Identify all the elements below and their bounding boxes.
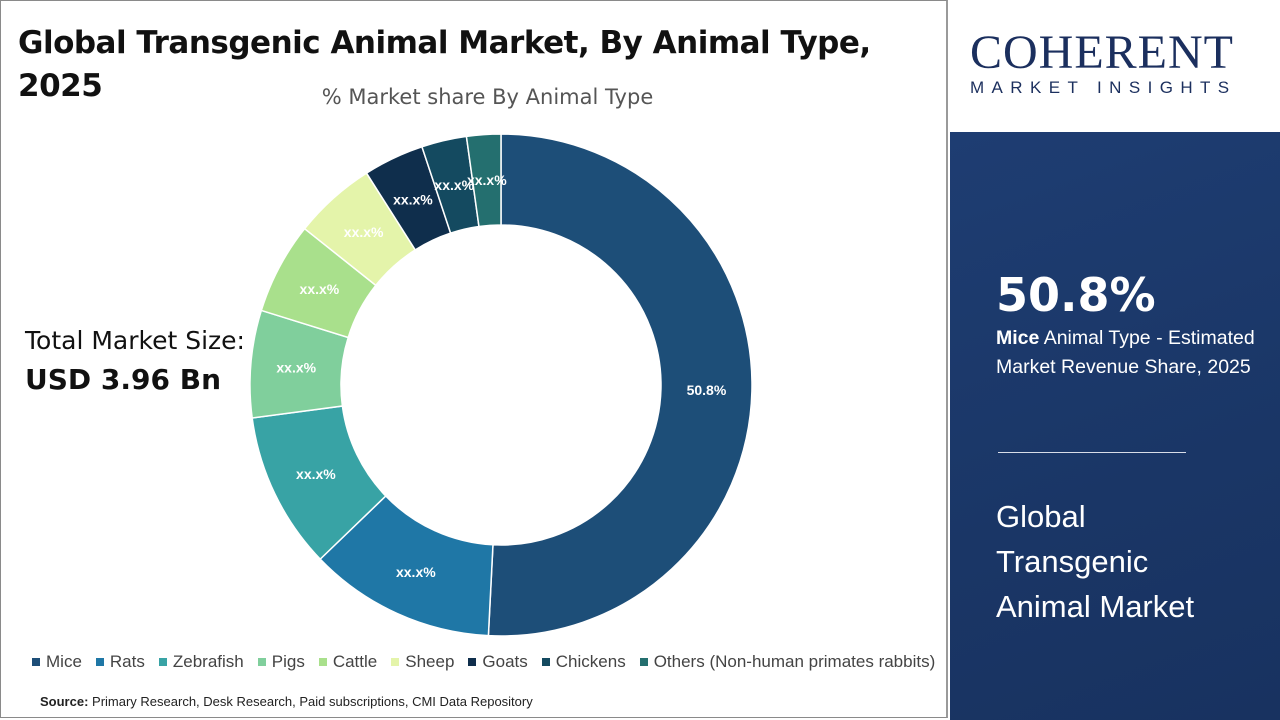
donut-slice-mice — [487, 133, 753, 637]
legend-label: Pigs — [271, 652, 305, 671]
legend-swatch — [541, 658, 550, 666]
legend-swatch — [32, 658, 40, 666]
legend-swatch — [391, 658, 400, 666]
source-text: Primary Research, Desk Research, Paid su… — [88, 694, 533, 709]
data-label: 50.8% — [687, 382, 727, 398]
highlight-text: Animal Type - Estimated Market Revenue S… — [996, 327, 1255, 378]
legend-item: Pigs — [257, 652, 305, 672]
data-label: xx.x% — [300, 281, 340, 297]
legend-item: Others (Non-human primates rabbits) — [639, 652, 936, 672]
legend-item: Mice — [32, 652, 82, 672]
legend-item: Chickens — [541, 652, 626, 672]
source-note: Source: Primary Research, Desk Research,… — [40, 694, 533, 709]
highlight-segment: Mice — [996, 327, 1040, 349]
legend-label: Others (Non-human primates rabbits) — [653, 652, 936, 671]
chart-legend: Mice Rats Zebrafish Pigs Cattle Sheep Goats Chi… — [32, 652, 935, 672]
market-name: Global Transgenic Animal Market — [996, 499, 1195, 624]
legend-swatch — [95, 658, 104, 666]
chart-frame — [0, 0, 948, 718]
company-logo: COHERENT MARKET INSIGHTS — [950, 0, 1280, 130]
legend-label: Chickens — [555, 652, 626, 671]
legend-label: Goats — [482, 652, 528, 671]
data-label: xx.x% — [276, 360, 316, 376]
legend-item: Zebrafish — [158, 652, 244, 672]
highlight-description: Mice Animal Type - Estimated Market Reve… — [996, 324, 1256, 382]
legend-item: Rats — [95, 652, 145, 672]
legend-item: Sheep — [391, 652, 454, 672]
total-market-value: USD 3.96 Bn — [25, 363, 221, 396]
data-label: xx.x% — [296, 466, 336, 482]
data-label: xx.x% — [344, 224, 384, 240]
legend-swatch — [468, 658, 477, 666]
legend-swatch — [318, 658, 327, 666]
total-market-label: Total Market Size: — [25, 326, 245, 355]
legend-label: Zebrafish — [172, 652, 244, 671]
legend-swatch — [639, 658, 648, 666]
legend-label: Sheep — [405, 652, 455, 671]
donut-chart: 50.8%xx.x%xx.x%xx.x%xx.x%xx.x%xx.x%xx.x%… — [249, 133, 753, 637]
donut-slice-others — [465, 133, 502, 228]
logo-tagline: MARKET INSIGHTS — [970, 78, 1237, 97]
chart-subtitle: % Market share By Animal Type — [321, 85, 654, 109]
logo-wordmark: COHERENT — [970, 26, 1234, 79]
legend-swatch — [257, 658, 266, 666]
legend-item: Cattle — [318, 652, 378, 672]
legend-swatch — [158, 658, 167, 666]
legend-label: Mice — [46, 652, 82, 671]
legend-label: Cattle — [332, 652, 378, 671]
highlight-value: 50.8% — [996, 268, 1156, 322]
source-label: Source: — [40, 694, 89, 709]
page-title: Global Transgenic Animal Market, By Anim… — [18, 25, 871, 104]
panel-divider — [998, 452, 1186, 453]
data-label: xx.x% — [434, 177, 474, 193]
legend-label: Rats — [109, 652, 145, 671]
legend-item: Goats — [468, 652, 528, 672]
data-label: xx.x% — [393, 191, 433, 207]
data-label: xx.x% — [467, 172, 507, 188]
data-label: xx.x% — [396, 564, 436, 580]
highlight-panel: 50.8% Mice Animal Type - Estimated Marke… — [950, 132, 1280, 720]
